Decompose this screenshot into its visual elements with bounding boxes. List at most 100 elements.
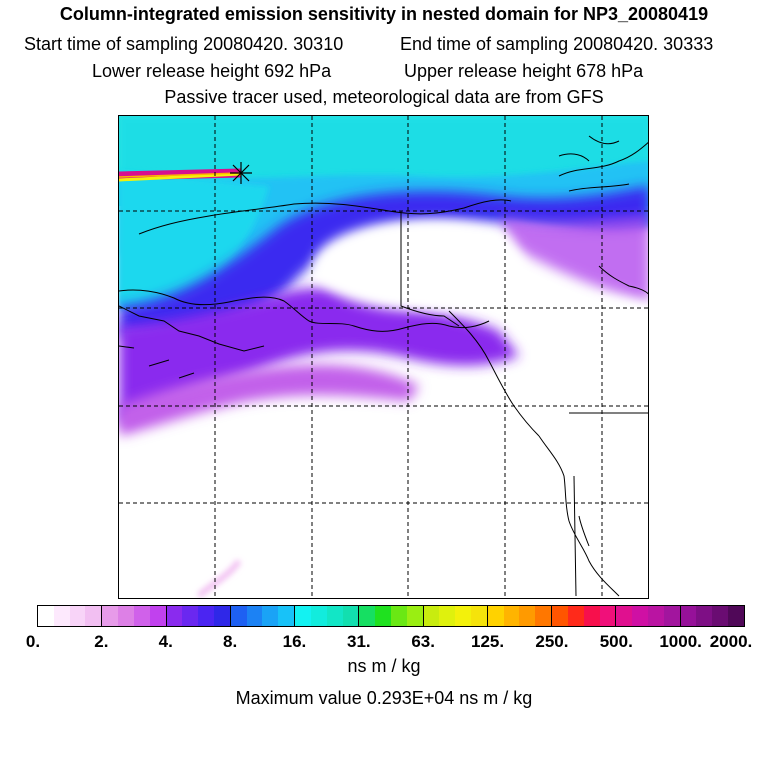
colorbar-swatch — [663, 606, 680, 626]
white-void — [314, 221, 524, 311]
colorbar-swatch — [487, 606, 504, 626]
colorbar-swatch — [102, 606, 119, 626]
colorbar-tick-label: 63. — [411, 632, 435, 651]
colorbar-tick-label: 250. — [535, 632, 569, 651]
colorbar — [37, 605, 745, 627]
colorbar-segment — [487, 606, 553, 626]
colorbar-swatch — [503, 606, 520, 626]
colorbar-segment — [230, 606, 296, 626]
colorbar-swatch — [519, 606, 536, 626]
white-void-east — [529, 301, 648, 361]
lower-release-label: Lower release height 692 hPa — [92, 61, 332, 81]
colorbar-segment — [38, 606, 103, 626]
colorbar-swatch — [326, 606, 343, 626]
state-border — [573, 475, 577, 597]
plume-core — [119, 172, 242, 178]
colorbar-tick-label: 2000. — [709, 632, 753, 651]
colorbar-swatch — [696, 606, 713, 626]
colorbar-swatch — [166, 606, 183, 626]
east-purple — [499, 216, 648, 301]
colorbar-swatch — [680, 606, 697, 626]
max-value-label: Maximum value 0.293E+04 ns m / kg — [235, 688, 533, 708]
colorbar-swatch — [342, 606, 359, 626]
start-time-label: Start time of sampling 20080420. 30310 — [24, 34, 344, 54]
coastlines — [119, 135, 648, 597]
dark-blue-arc — [119, 186, 648, 337]
sensitivity-map — [118, 115, 649, 599]
plot-title: Column-integrated emission sensitivity i… — [59, 4, 709, 24]
map-canvas — [119, 116, 648, 598]
colorbar-swatch — [471, 606, 487, 626]
colorbar-swatch — [359, 606, 376, 626]
colorbar-swatch — [149, 606, 166, 626]
colorbar-segment — [102, 606, 167, 626]
colorbar-swatch — [390, 606, 407, 626]
colorbar-swatch — [583, 606, 600, 626]
alaska-canada-border — [400, 211, 460, 327]
colorbar-swatch — [423, 606, 440, 626]
colorbar-tick-label: 2. — [94, 632, 109, 651]
colorbar-segment — [552, 606, 617, 626]
colorbar-tick-label: 1000. — [659, 632, 702, 651]
colorbar-swatch — [295, 606, 311, 626]
colorbar-segment — [616, 606, 681, 626]
colorbar-segment — [423, 606, 488, 626]
coast-island — [578, 515, 590, 547]
colorbar-swatch — [439, 606, 456, 626]
colorbar-swatch — [406, 606, 423, 626]
colorbar-swatch — [182, 606, 199, 626]
colorbar-swatch — [230, 606, 247, 626]
colorbar-swatch — [616, 606, 633, 626]
colorbar-swatch — [552, 606, 568, 626]
tracer-note: Passive tracer used, meteorological data… — [164, 87, 604, 107]
panhandle-coast — [448, 310, 540, 437]
colorbar-ticks: 0. 2. 4. 8. 16. 31. 63. 125. 250. 500. 1000. 2000. — [0, 632, 768, 652]
colorbar-swatch — [728, 606, 744, 626]
west-cyan — [119, 171, 269, 311]
arctic-archipelago — [558, 135, 620, 162]
purple-swath — [119, 287, 519, 426]
colorbar-tick-label: 16. — [282, 632, 307, 651]
colorbar-swatch — [69, 606, 86, 626]
colorbar-swatch — [310, 606, 327, 626]
arctic-islands — [558, 142, 648, 192]
colorbar-tick-label: 31. — [346, 632, 371, 651]
colorbar-segment — [680, 606, 744, 626]
colorbar-tick-label: 0. — [25, 632, 41, 651]
colorbar-swatch — [632, 606, 649, 626]
colorbar-swatch — [567, 606, 584, 626]
aleutians — [119, 345, 195, 379]
upper-release-label: Upper release height 678 hPa — [404, 61, 644, 81]
units-label: ns m / kg — [347, 656, 421, 676]
colorbar-swatch — [712, 606, 729, 626]
west-coast — [538, 435, 620, 597]
plume-yellow — [119, 172, 242, 182]
colorbar-tick-label: 500. — [599, 632, 633, 651]
alaska-south-coast — [119, 289, 490, 332]
colorbar-swatch — [278, 606, 295, 626]
arctic-coast — [138, 199, 512, 235]
magenta-fringe — [119, 364, 419, 436]
faint-trace — [196, 559, 242, 598]
colorbar-tick-label: 125. — [470, 632, 505, 651]
colorbar-swatch — [262, 606, 279, 626]
end-time-label: End time of sampling 20080420. 30333 — [400, 34, 714, 54]
colorbar-swatch — [118, 606, 134, 626]
colorbar-tick-label: 8. — [222, 632, 238, 651]
colorbar-swatch — [85, 606, 102, 626]
colorbar-segment — [295, 606, 360, 626]
colorbar-swatch — [53, 606, 70, 626]
hudson-coast — [598, 265, 648, 295]
colorbar-swatch — [133, 606, 150, 626]
peninsula-coast — [119, 305, 265, 352]
colorbar-swatch — [535, 606, 552, 626]
colorbar-segment — [359, 606, 424, 626]
release-point-icon — [230, 162, 252, 184]
colorbar-swatch — [198, 606, 214, 626]
colorbar-swatch — [246, 606, 263, 626]
colorbar-swatch — [375, 606, 391, 626]
colorbar-swatch — [648, 606, 664, 626]
map-grid — [119, 116, 648, 598]
political-borders — [400, 211, 648, 597]
colorbar-swatch — [38, 606, 54, 626]
